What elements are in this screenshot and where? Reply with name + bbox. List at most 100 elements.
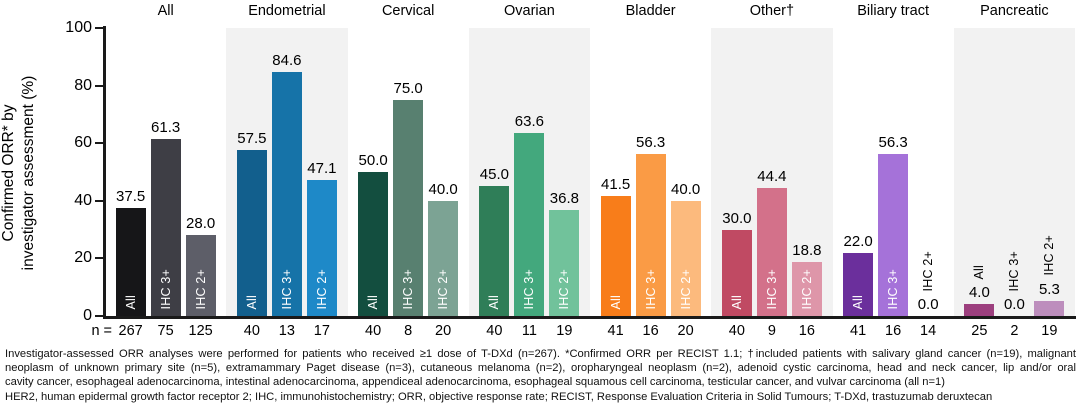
bar-value-label: 40.0 <box>671 180 701 198</box>
bar-category-label: All <box>237 295 267 310</box>
n-value: 16 <box>642 323 659 339</box>
bar-value-label: 57.5 <box>237 130 267 148</box>
bar <box>306 180 337 316</box>
bar <box>1034 300 1065 316</box>
bar-value-label: 40.0 <box>428 180 458 198</box>
y-tick-label: 0 <box>83 307 92 324</box>
bar-category-label: IHC 2+ <box>792 269 822 309</box>
bar-cell: 18.8 IHC 2+ <box>791 28 822 316</box>
bar-category-label: All <box>116 295 146 310</box>
y-axis-title-line1: Confirmed ORR* by <box>0 104 17 242</box>
n-group: 40 8 20 <box>348 323 469 339</box>
bar-category-text: All <box>123 294 138 310</box>
n-group: 40 13 17 <box>226 323 347 339</box>
n-value: 17 <box>313 323 330 339</box>
y-tick-label: 20 <box>74 249 92 267</box>
bar-value-label: 63.6 <box>514 112 544 130</box>
group-label: Biliary tract <box>857 3 929 19</box>
bar-cell: 84.6 IHC 3+ <box>271 28 302 316</box>
bar-cell: 40.0 IHC 2+ <box>428 28 459 316</box>
n-group: 40 11 19 <box>469 323 590 339</box>
bar-category-text: All <box>244 294 259 310</box>
bar-category-text: IHC 3+ <box>279 268 294 309</box>
bar <box>358 172 389 316</box>
bar-category-label: All <box>601 295 631 310</box>
n-prefix-label: n = <box>91 323 112 339</box>
y-tick-label: 100 <box>65 19 92 36</box>
bar-category-text: All <box>851 294 866 310</box>
bar-value-label: 56.3 <box>878 133 908 151</box>
bar-category-text: All <box>608 294 623 310</box>
bar-category-label: IHC 3+ <box>393 269 423 309</box>
chart-group: 41.5 All 56.3 IHC 3+ 40.0 IHC 2+ <box>590 28 711 316</box>
bar-category-text: IHC 2+ <box>678 268 693 309</box>
bar-value-label: 75.0 <box>393 80 423 97</box>
group-label: Endometrial <box>248 3 326 19</box>
bar <box>635 153 666 316</box>
y-tick-label: 60 <box>74 134 92 152</box>
n-value: 9 <box>767 323 776 339</box>
n-value: 40 <box>365 323 382 339</box>
bar-category-text: IHC 2+ <box>799 268 814 309</box>
bar-value-label: 84.6 <box>272 52 302 70</box>
chart-group: 4.0 All 0.0 IHC 3+ 5.3 IHC 2+ <box>953 28 1075 316</box>
bar-category-text: IHC 2+ <box>921 250 936 291</box>
footnote-line: HER2, human epidermal growth factor rece… <box>5 390 993 403</box>
bar-cell: 56.3 IHC 3+ <box>635 28 666 316</box>
y-tick-mark <box>95 315 104 317</box>
bar-value-label: 4.0 <box>968 284 990 302</box>
bar-category-text: IHC 2+ <box>557 268 572 309</box>
bar-category-label: All <box>843 295 873 310</box>
n-group: 25 2 19 <box>954 323 1075 339</box>
chart-group: 37.5 All 61.3 IHC 3+ 28.0 IHC 2+ <box>105 28 226 316</box>
bar-cell: 0.0 IHC 3+ <box>999 28 1029 316</box>
bar-cell: 28.0 IHC 2+ <box>185 28 216 316</box>
n-value: 13 <box>278 323 295 339</box>
plot-area: 37.5 All 61.3 IHC 3+ 28.0 IHC 2+ 57.5 All 84.6 IH… <box>105 28 1075 316</box>
y-tick-mark <box>95 84 104 87</box>
bar <box>115 208 146 316</box>
y-axis-title: Confirmed ORR* by investigator assessmen… <box>0 23 41 323</box>
bar <box>236 150 267 316</box>
bar-cell: 44.4 IHC 3+ <box>756 28 787 316</box>
bar-cell: 37.5 All <box>115 28 146 316</box>
n-value: 11 <box>521 323 537 339</box>
bar <box>721 229 752 316</box>
bar-value-label: 22.0 <box>843 232 873 250</box>
bar-cell: 36.8 IHC 2+ <box>549 28 580 316</box>
bar-category-text: IHC 3+ <box>401 268 416 309</box>
n-value: 2 <box>1010 323 1019 339</box>
bar-category-text: All <box>487 294 502 310</box>
bar-value-label: 61.3 <box>151 119 181 137</box>
n-value: 16 <box>798 323 815 339</box>
group-label: All <box>157 3 174 19</box>
bar-value-label: 36.8 <box>549 190 579 208</box>
group-label: Pancreatic <box>980 3 1049 19</box>
bar-cell: 75.0 IHC 3+ <box>393 28 424 316</box>
bar <box>670 200 701 316</box>
bar-category-text: IHC 2+ <box>314 268 329 309</box>
chart-group: 50.0 All 75.0 IHC 3+ 40.0 IHC 2+ <box>348 28 469 316</box>
bar-category-text: All <box>972 264 987 280</box>
group-label-row: All Endometrial Cervical Ovarian Bladder Othe… <box>105 3 1075 19</box>
bar <box>150 139 181 316</box>
bar-category-text: IHC 3+ <box>158 268 173 309</box>
bar-category-label: IHC 2+ <box>1034 235 1064 275</box>
bar-value-label: 45.0 <box>479 166 509 184</box>
bar-value-label: 30.0 <box>722 209 752 227</box>
bar-value-label: 47.1 <box>307 160 337 178</box>
bar-category-label: IHC 2+ <box>186 269 216 309</box>
bar-category-text: All <box>366 294 381 310</box>
n-value: 40 <box>728 323 745 339</box>
n-value: 8 <box>404 323 413 339</box>
chart-group: 45.0 All 63.6 IHC 3+ 36.8 IHC 2+ <box>468 28 590 316</box>
group-label: Ovarian <box>503 3 555 19</box>
bar-value-label: 5.3 <box>1038 280 1060 298</box>
bar-category-text: All <box>729 294 744 310</box>
n-value: 19 <box>556 323 573 339</box>
bar <box>393 100 424 316</box>
bar-cell: 30.0 All <box>721 28 752 316</box>
y-tick-mark <box>95 27 104 29</box>
group-label: Cervical <box>381 3 435 19</box>
bar <box>600 196 631 316</box>
